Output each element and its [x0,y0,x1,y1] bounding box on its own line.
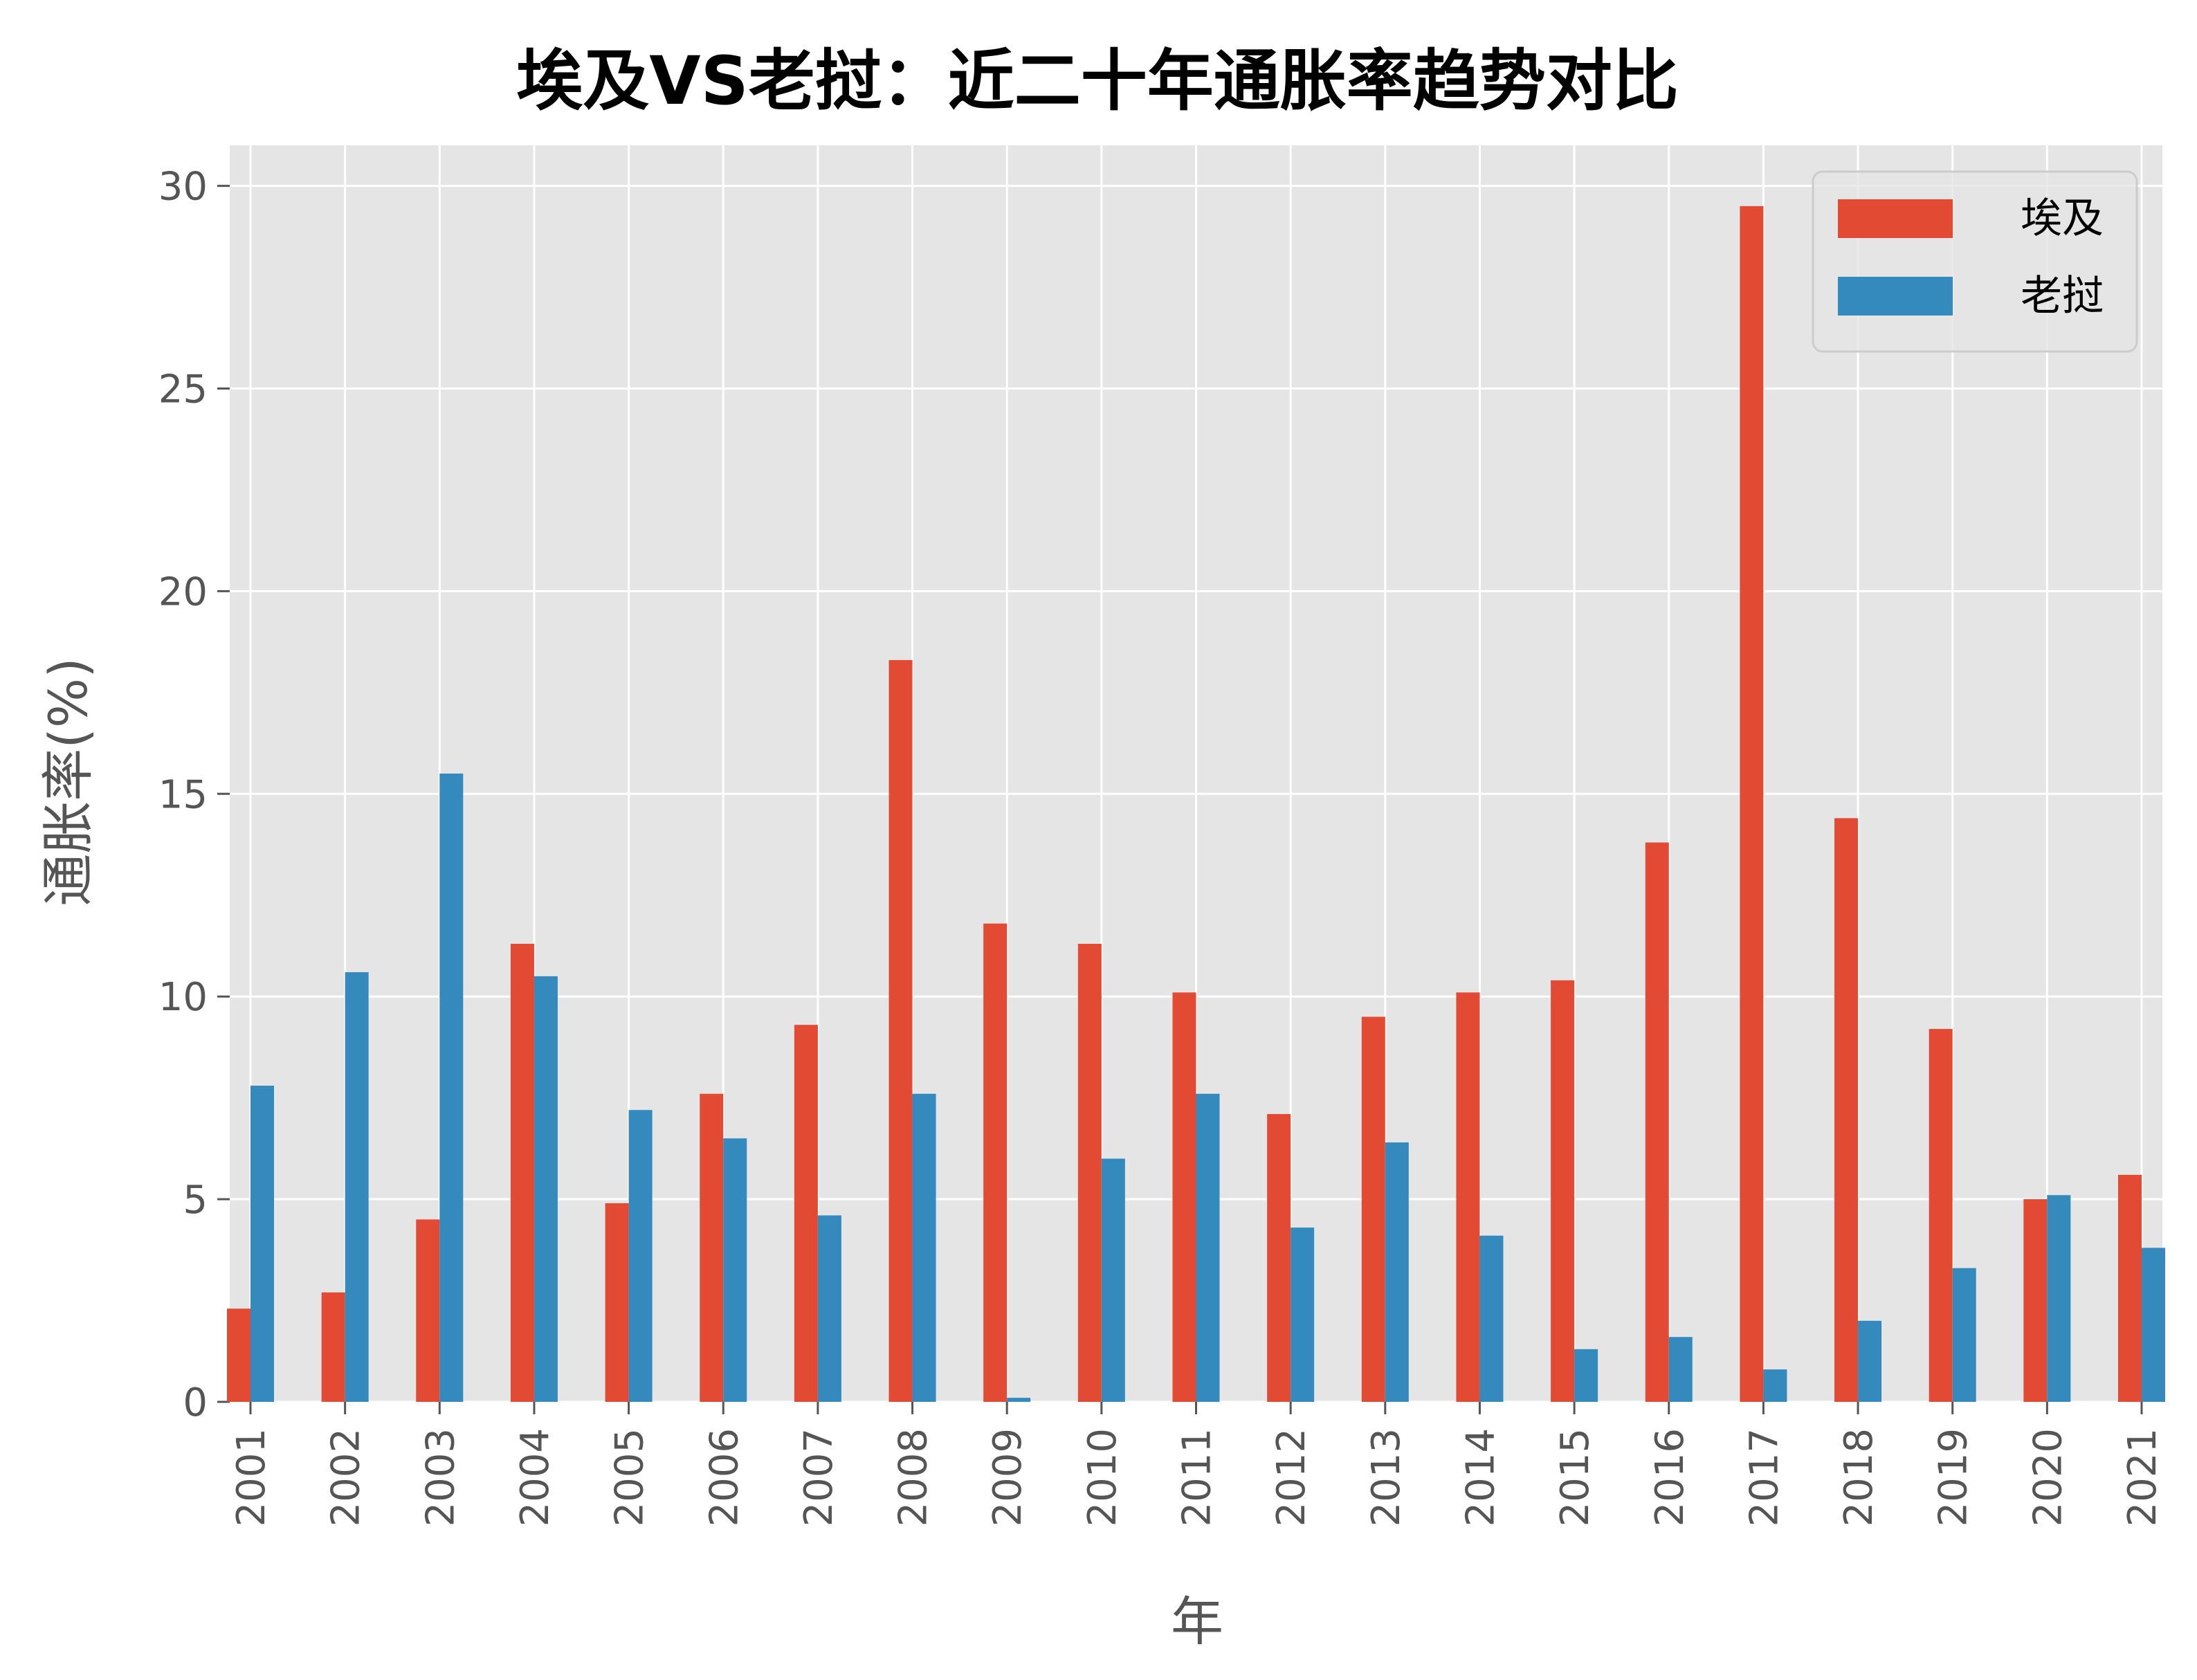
bar-2021-0 [2118,1174,2142,1402]
bar-2019-1 [1952,1268,1976,1402]
x-tick-label: 2019 [1931,1428,1976,1527]
bar-2019-0 [1929,1029,1953,1402]
legend-swatch-0 [1838,199,1953,238]
bar-2018-1 [1858,1320,1882,1402]
x-tick-label: 2002 [324,1428,369,1527]
bar-2005-1 [628,1110,653,1402]
x-tick-label: 2017 [1742,1428,1787,1527]
y-axis-label: 通胀率(%) [37,657,99,906]
bar-2004-1 [534,976,558,1402]
bar-2021-1 [2142,1248,2165,1402]
x-tick-label: 2001 [229,1428,274,1527]
bar-2001-0 [227,1308,250,1402]
y-tick-label: 5 [183,1178,208,1223]
bar-2017-0 [1740,206,1764,1402]
bar-2008-0 [888,659,913,1403]
x-tick-label: 2008 [891,1428,936,1527]
bar-2020-1 [2047,1195,2071,1402]
bar-2012-0 [1267,1114,1291,1402]
bar-2012-1 [1291,1227,1315,1402]
bar-2016-0 [1645,842,1669,1402]
y-tick-label: 25 [158,367,208,412]
bar-2007-0 [794,1025,818,1402]
bar-2017-1 [1763,1369,1787,1402]
y-tick-label: 20 [158,569,208,614]
legend-label-1: 老挝 [2021,272,2104,320]
bar-2014-0 [1456,992,1480,1402]
x-tick-label: 2014 [1458,1428,1503,1527]
legend-swatch-1 [1838,277,1953,316]
x-axis-label: 年 [1171,1591,1223,1652]
bar-2006-0 [700,1093,724,1402]
x-tick-label: 2005 [608,1428,653,1527]
x-tick-label: 2009 [985,1428,1030,1527]
bar-2015-0 [1551,980,1575,1402]
x-tick-label: 2011 [1175,1428,1220,1527]
bar-2013-0 [1361,1016,1385,1402]
bar-2008-1 [912,1093,936,1402]
y-tick-label: 30 [158,165,208,210]
bar-2014-1 [1479,1235,1504,1402]
bar-2005-0 [605,1203,629,1402]
x-tick-label: 2013 [1364,1428,1409,1527]
legend-label-0: 埃及 [2021,194,2104,243]
bar-2013-1 [1385,1142,1409,1402]
x-tick-label: 2003 [418,1428,463,1527]
x-tick-label: 2007 [796,1428,841,1527]
x-tick-label: 2018 [1836,1428,1881,1527]
x-tick-label: 2020 [2025,1428,2070,1527]
bar-2009-0 [983,923,1008,1402]
bar-2002-0 [321,1292,345,1402]
bar-2010-0 [1077,944,1102,1402]
bar-2003-1 [439,774,464,1402]
y-tick-label: 0 [183,1380,208,1425]
x-tick-label: 2004 [513,1428,558,1527]
bar-2018-0 [1834,818,1859,1402]
x-tick-label: 2010 [1080,1428,1125,1527]
x-tick-label: 2006 [702,1428,747,1527]
x-tick-label: 2021 [2120,1428,2165,1527]
bar-2020-0 [2023,1199,2048,1402]
bar-2009-1 [1007,1398,1031,1402]
y-tick-label: 10 [158,975,208,1020]
bar-2011-1 [1196,1093,1220,1402]
bar-2011-0 [1172,992,1196,1402]
bar-2016-1 [1668,1337,1693,1402]
bar-2004-0 [510,944,534,1402]
bar-2001-1 [250,1086,274,1402]
bar-2010-1 [1101,1158,1125,1402]
bar-2006-1 [723,1138,747,1402]
bar-2015-1 [1574,1349,1598,1402]
y-tick-label: 15 [158,772,208,817]
bar-2007-1 [817,1215,841,1402]
x-tick-label: 2012 [1269,1428,1314,1527]
bar-2002-1 [345,972,369,1402]
x-tick-label: 2015 [1553,1428,1598,1527]
bar-2003-0 [416,1219,440,1402]
x-tick-label: 2016 [1648,1428,1693,1527]
chart-title: 埃及VS老挝：近二十年通胀率趋势对比 [516,42,1678,120]
plot-area: 0 5 10 15 20 25 30 2001 2002 2003 2004 2005 2006 2007… [158,145,2165,1527]
